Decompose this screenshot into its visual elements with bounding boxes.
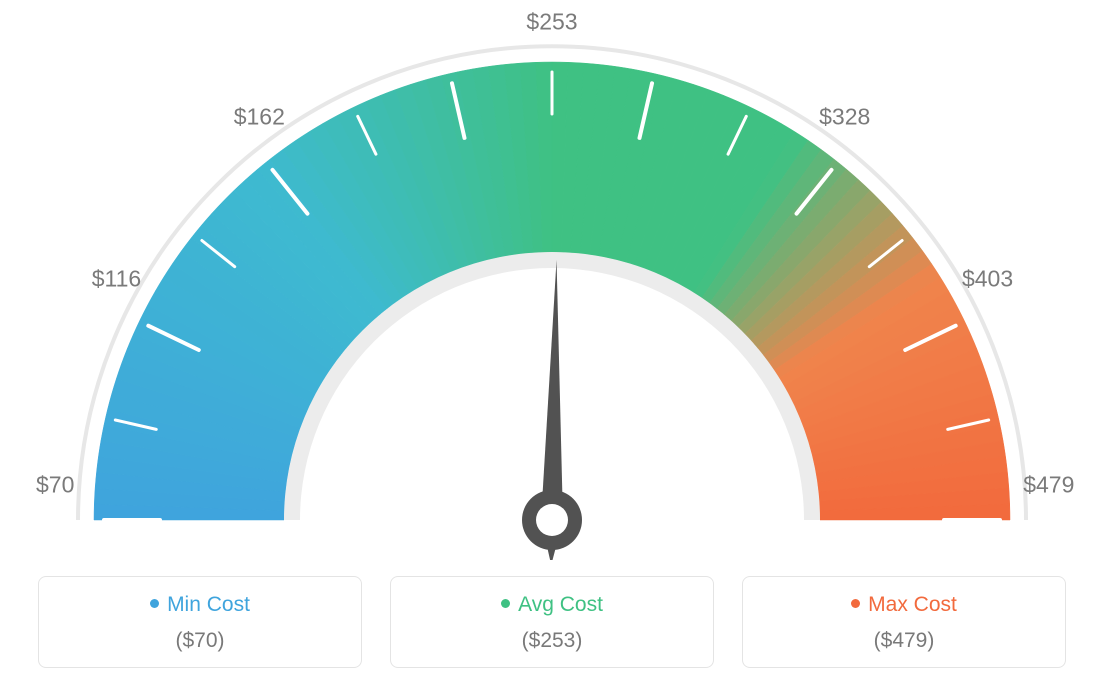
legend-value-min: ($70) (39, 629, 361, 653)
dot-icon (851, 599, 860, 608)
tick-label: $403 (962, 265, 1013, 292)
dot-icon (501, 599, 510, 608)
tick-label: $116 (92, 265, 141, 292)
legend-value-max: ($479) (743, 629, 1065, 653)
legend-label-text: Min Cost (167, 593, 250, 616)
legend-row: Min Cost ($70) Avg Cost ($253) Max Cost … (38, 576, 1066, 668)
tick-label: $162 (234, 104, 285, 131)
legend-card-avg: Avg Cost ($253) (390, 576, 714, 668)
legend-card-min: Min Cost ($70) (38, 576, 362, 668)
tick-label: $70 (36, 472, 74, 499)
dot-icon (150, 599, 159, 608)
legend-label-max: Max Cost (743, 593, 1065, 617)
legend-card-max: Max Cost ($479) (742, 576, 1066, 668)
gauge-chart: $70 $116 $162 $253 $328 $403 $479 (0, 0, 1104, 560)
legend-label-text: Avg Cost (518, 593, 603, 616)
tick-label: $253 (526, 9, 577, 36)
needle-hub-inner (536, 504, 568, 536)
tick-label: $479 (1023, 472, 1074, 499)
tick-label: $328 (819, 104, 870, 131)
legend-value-avg: ($253) (391, 629, 713, 653)
legend-label-avg: Avg Cost (391, 593, 713, 617)
cost-gauge-wrapper: $70 $116 $162 $253 $328 $403 $479 Min Cost ($7… (0, 0, 1104, 690)
legend-label-min: Min Cost (39, 593, 361, 617)
legend-label-text: Max Cost (868, 593, 957, 616)
